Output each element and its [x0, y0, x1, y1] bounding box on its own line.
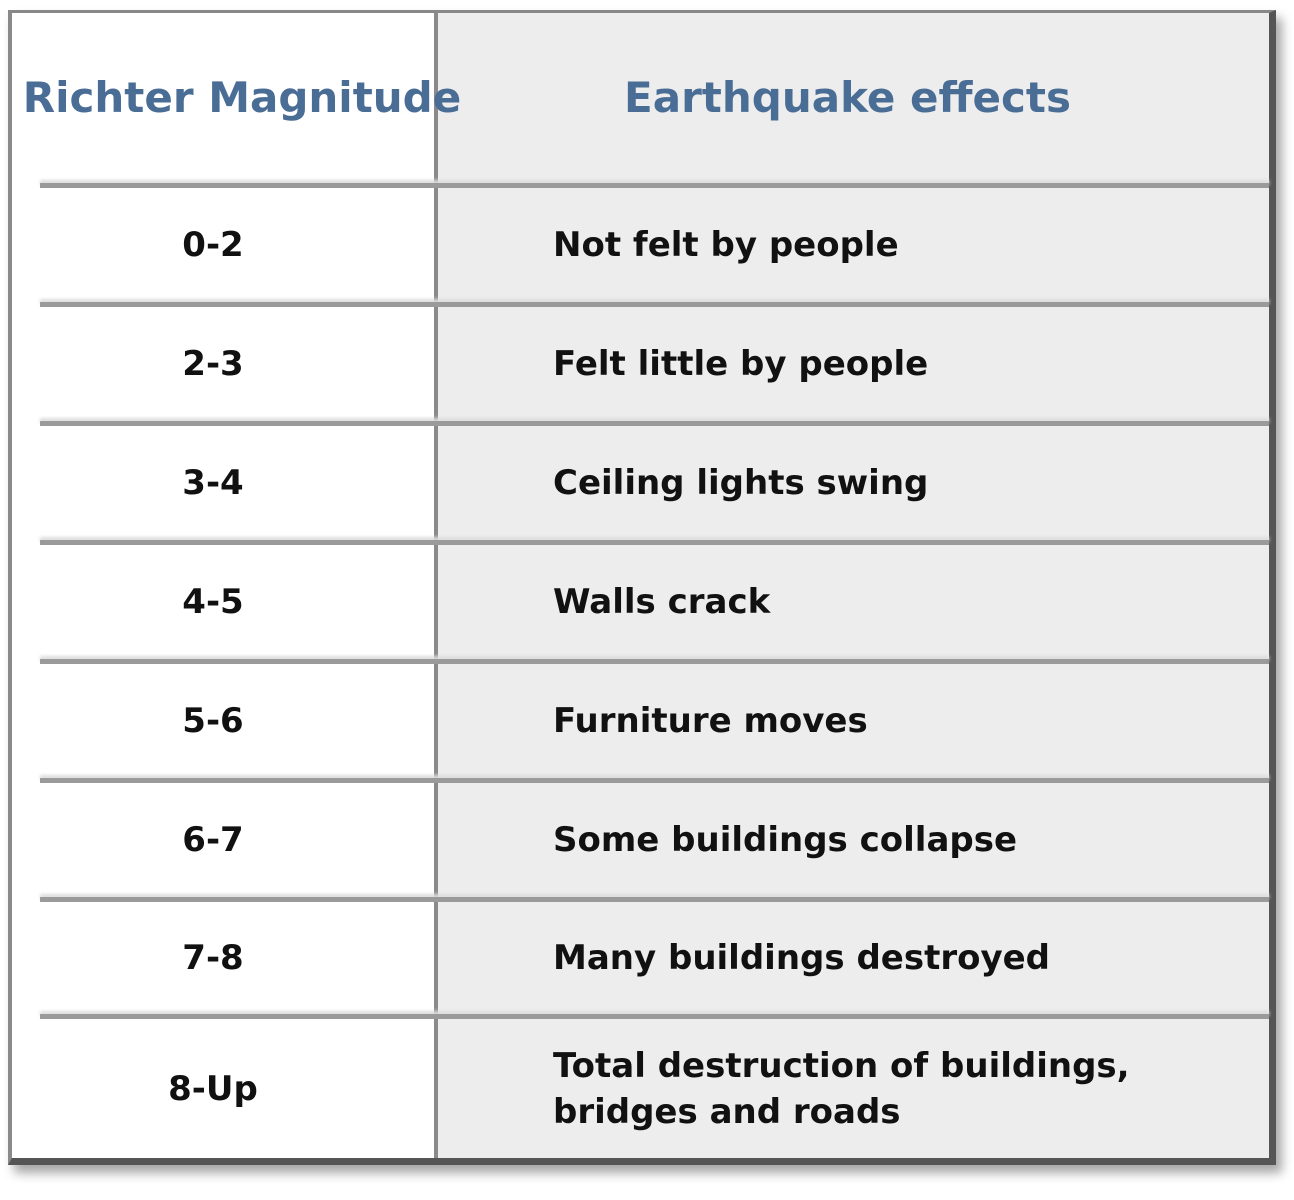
table-row: 8-Up Total destruction of buildings, brid…: [12, 1019, 1269, 1158]
table-row: 3-4 Ceiling lights swing: [12, 426, 1269, 540]
magnitude-cell: 2-3: [182, 344, 244, 384]
effect-cell: Felt little by people: [553, 344, 929, 384]
magnitude-cell: 3-4: [182, 463, 244, 503]
row-divider: [40, 183, 1269, 188]
row-divider: [40, 659, 1269, 664]
column-divider: [434, 13, 438, 1158]
effects-column-bg: [436, 13, 1269, 1158]
effect-cell: Furniture moves: [553, 701, 868, 741]
magnitude-cell: 6-7: [182, 820, 244, 860]
row-divider: [40, 421, 1269, 426]
magnitude-cell: 7-8: [182, 938, 244, 978]
row-divider: [40, 540, 1269, 545]
table-row: 2-3 Felt little by people: [12, 307, 1269, 421]
magnitude-cell: 8-Up: [168, 1068, 258, 1109]
table-row: 5-6 Furniture moves: [12, 664, 1269, 778]
effect-cell: Many buildings destroyed: [553, 938, 1051, 978]
richter-table: Richter Magnitude Earthquake effects 0-2…: [8, 10, 1276, 1165]
row-divider: [40, 778, 1269, 783]
header-row: Richter Magnitude Earthquake effects: [12, 13, 1269, 183]
effect-cell: Ceiling lights swing: [553, 463, 929, 503]
header-effects: Earthquake effects: [624, 73, 1071, 122]
effect-cell: Some buildings collapse: [553, 820, 1018, 860]
effect-cell: Total destruction of buildings, bridges …: [553, 1045, 1130, 1132]
magnitude-cell: 0-2: [182, 225, 244, 265]
row-divider: [40, 1014, 1269, 1019]
table-row: 7-8 Many buildings destroyed: [12, 902, 1269, 1014]
table-row: 0-2 Not felt by people: [12, 188, 1269, 302]
magnitude-cell: 4-5: [182, 582, 244, 622]
row-divider: [40, 897, 1269, 902]
magnitude-cell: 5-6: [182, 701, 244, 741]
effect-cell: Walls crack: [553, 582, 771, 622]
table-row: 4-5 Walls crack: [12, 545, 1269, 659]
header-magnitude: Richter Magnitude: [22, 73, 462, 122]
table-row: 6-7 Some buildings collapse: [12, 783, 1269, 897]
effect-cell: Not felt by people: [553, 225, 899, 265]
row-divider: [40, 302, 1269, 307]
